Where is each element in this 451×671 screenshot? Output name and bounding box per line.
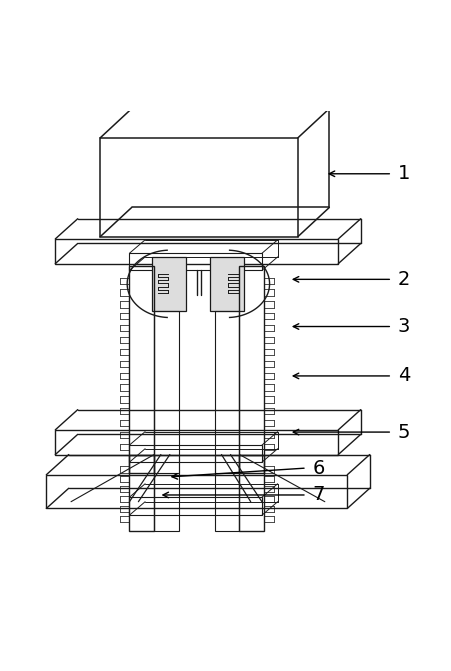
Text: 4: 4 <box>397 366 409 385</box>
Bar <box>100 138 297 237</box>
Bar <box>154 454 179 531</box>
Text: 5: 5 <box>397 423 409 442</box>
Bar <box>129 454 154 531</box>
Bar <box>152 257 185 311</box>
Bar <box>129 266 154 472</box>
Text: 7: 7 <box>312 486 324 505</box>
Bar <box>210 257 244 311</box>
Text: 3: 3 <box>397 317 409 336</box>
Text: 6: 6 <box>312 458 324 478</box>
Bar <box>154 311 179 472</box>
Bar <box>55 430 337 454</box>
Bar <box>55 239 337 264</box>
Text: 1: 1 <box>397 164 409 183</box>
Text: 2: 2 <box>397 270 409 289</box>
Bar <box>239 454 263 531</box>
Bar <box>129 497 262 515</box>
Bar <box>129 445 262 462</box>
Bar <box>129 253 262 270</box>
Bar <box>239 266 263 472</box>
Bar <box>214 311 239 472</box>
Bar <box>214 454 239 531</box>
Bar <box>46 475 346 509</box>
